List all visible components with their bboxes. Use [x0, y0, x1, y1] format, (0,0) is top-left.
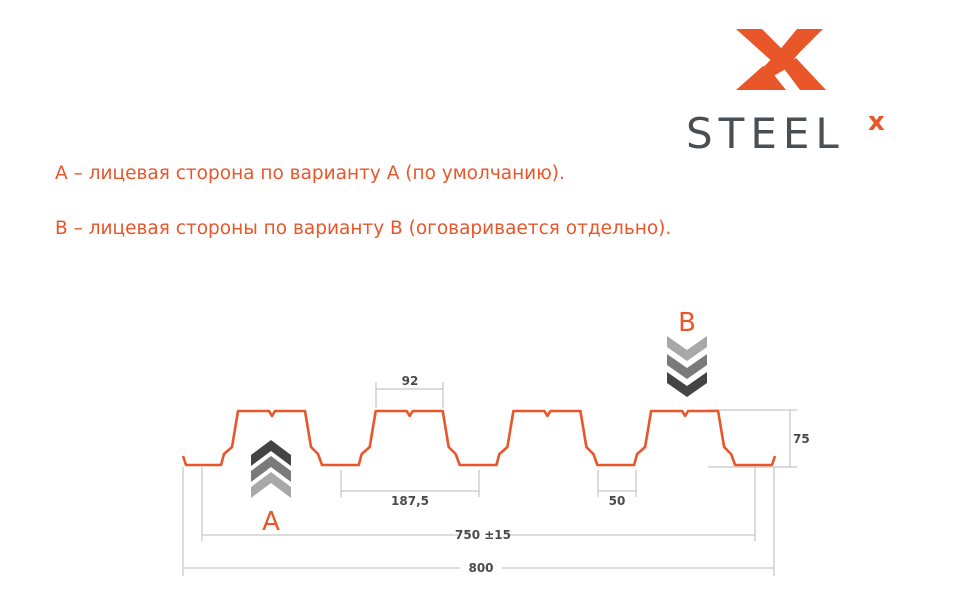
- logo-x-mark-icon: [736, 29, 826, 90]
- dim-pitch: 187,5: [391, 494, 429, 508]
- note-side-a: А – лицевая сторона по варианту А (по ум…: [55, 163, 565, 184]
- dim-top-width: 92: [402, 374, 419, 388]
- dim-bottom-width: 50: [609, 494, 626, 508]
- dim-useful-width: 750 ±15: [455, 528, 511, 542]
- logo-superscript: x: [868, 107, 885, 137]
- dimension-lines: [182, 382, 797, 576]
- label-side-b: B: [678, 308, 696, 338]
- profile-outline: [181, 409, 777, 467]
- dim-total-width: 800: [468, 561, 493, 575]
- chevrons-down-icon: [667, 336, 707, 397]
- chevrons-up-icon: [251, 440, 291, 498]
- steelx-logo: STEEL x: [686, 29, 885, 158]
- logo-text: STEEL: [686, 109, 845, 158]
- dim-height: 75: [793, 432, 810, 446]
- label-side-a: A: [262, 507, 280, 537]
- note-side-b: В – лицевая стороны по варианту В (огова…: [55, 218, 672, 239]
